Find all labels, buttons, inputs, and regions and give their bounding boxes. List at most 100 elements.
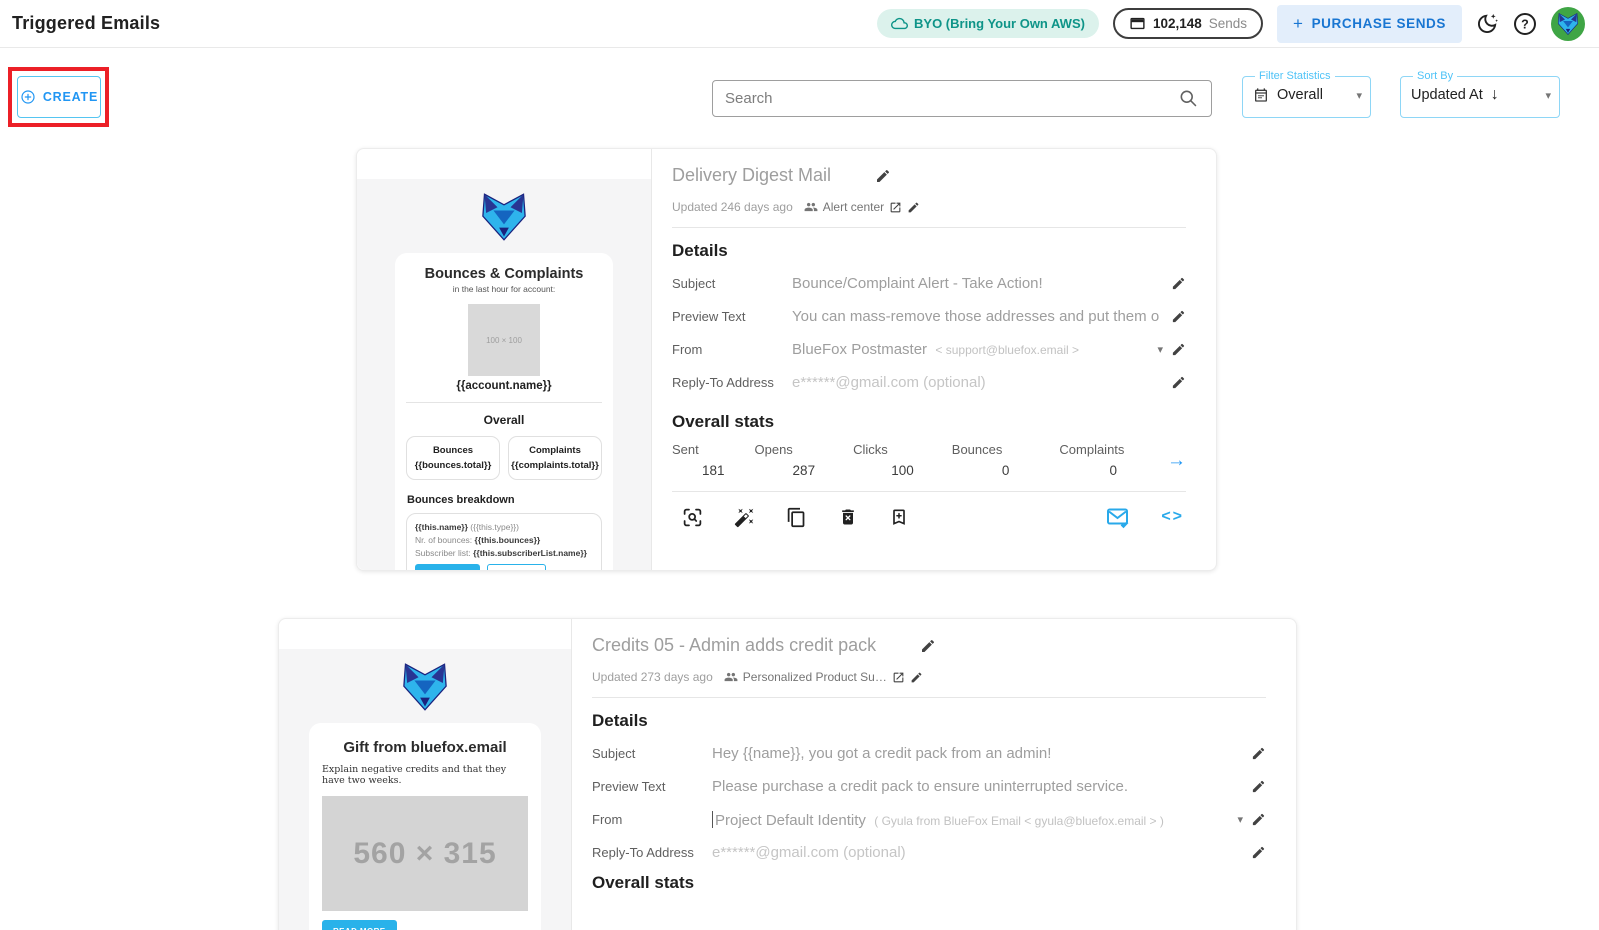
stats-row: Sent 181 Opens 287 Clicks 100 Bounces 0 Comp… bbox=[672, 442, 1186, 478]
byo-badge: BYO (Bring Your Own AWS) bbox=[877, 9, 1099, 38]
purchase-sends-label: PURCHASE SENDS bbox=[1311, 16, 1446, 31]
edit-reply-to-icon[interactable] bbox=[1251, 845, 1266, 860]
open-list-external-icon[interactable] bbox=[889, 201, 902, 214]
edit-reply-to-icon[interactable] bbox=[1171, 375, 1186, 390]
edit-from-icon[interactable] bbox=[1171, 342, 1186, 357]
edit-list-icon[interactable] bbox=[910, 671, 923, 684]
dark-mode-toggle[interactable] bbox=[1476, 12, 1499, 35]
overall-label: Overall bbox=[483, 413, 525, 427]
purchase-sends-button[interactable]: + PURCHASE SENDS bbox=[1277, 4, 1462, 43]
filter-statistics-select[interactable]: Filter Statistics Overall ▾ bbox=[1242, 70, 1371, 118]
preview-text-value: You can mass-remove those addresses and … bbox=[792, 308, 1160, 325]
sort-by-select[interactable]: Sort By Updated At ↓ ▾ bbox=[1400, 70, 1560, 118]
email-subheading: in the last hour for account: bbox=[452, 284, 556, 294]
edit-subject-icon[interactable] bbox=[1171, 276, 1186, 291]
stat-bounces: Bounces 0 bbox=[951, 442, 1010, 478]
from-dropdown-icon[interactable]: ▾ bbox=[1237, 814, 1243, 826]
cloud-icon bbox=[891, 15, 908, 32]
create-button[interactable]: CREATE bbox=[17, 76, 101, 118]
email-preview-pane[interactable]: Gift from bluefox.email Explain negative… bbox=[279, 619, 572, 930]
sort-by-value: Updated At bbox=[1411, 87, 1483, 103]
chevron-down-icon[interactable]: ▾ bbox=[1545, 89, 1551, 102]
edit-title-icon[interactable] bbox=[920, 638, 936, 654]
credit-card-icon bbox=[1129, 15, 1146, 32]
preview-scan-icon[interactable] bbox=[682, 507, 703, 528]
stat-sent: Sent 181 bbox=[672, 442, 725, 478]
from-email: ( Gyula from BlueFox Email < gyula@bluef… bbox=[874, 813, 1164, 828]
open-stats-arrow-icon[interactable]: → bbox=[1167, 449, 1186, 471]
moon-icon bbox=[1476, 12, 1499, 35]
edit-subject-icon[interactable] bbox=[1251, 746, 1266, 761]
search-icon[interactable] bbox=[1178, 88, 1199, 109]
duplicate-icon[interactable] bbox=[786, 507, 807, 528]
app-header: Triggered Emails BYO (Bring Your Own AWS… bbox=[0, 0, 1599, 48]
open-email-button[interactable]: Open Email bbox=[415, 564, 480, 570]
edit-preview-text-icon[interactable] bbox=[1171, 309, 1186, 324]
reply-to-value: e******@gmail.com (optional) bbox=[712, 844, 906, 861]
red-annotation-box bbox=[8, 67, 109, 127]
read-more-button[interactable]: READ MORE bbox=[322, 920, 397, 930]
user-avatar[interactable] bbox=[1551, 6, 1585, 41]
subscriber-list-icon bbox=[724, 670, 738, 684]
reply-to-row: Reply-To Address e******@gmail.com (opti… bbox=[672, 366, 1186, 399]
filter-statistics-value: Overall bbox=[1277, 87, 1323, 103]
email-card-delivery-digest: Bounces & Complaints in the last hour fo… bbox=[356, 148, 1217, 571]
help-button[interactable]: ? bbox=[1513, 12, 1537, 36]
email-subheading: Explain negative credits and that they h… bbox=[322, 764, 507, 786]
email-body-preview: Gift from bluefox.email Explain negative… bbox=[309, 723, 541, 930]
updated-timestamp: Updated 273 days ago bbox=[592, 670, 713, 684]
from-email: < support@bluefox.email > bbox=[935, 343, 1080, 357]
details-heading: Details bbox=[672, 241, 728, 260]
preview-text-row: Preview Text Please purchase a credit pa… bbox=[592, 770, 1266, 803]
email-heading: Bounces & Complaints bbox=[424, 266, 584, 282]
sort-direction-icon[interactable]: ↓ bbox=[1490, 86, 1499, 103]
email-preview-pane[interactable]: Bounces & Complaints in the last hour fo… bbox=[357, 149, 652, 570]
bluefox-logo-icon bbox=[1556, 12, 1580, 36]
preview-text-value: Please purchase a credit pack to ensure … bbox=[712, 778, 1129, 795]
send-test-email-icon[interactable] bbox=[1106, 505, 1130, 529]
overall-stats-heading: Overall stats bbox=[672, 412, 775, 431]
email-title: Delivery Digest Mail bbox=[672, 165, 832, 185]
subscriber-list-icon bbox=[804, 200, 818, 214]
bounce-item: {{this.name}} ({{this.type}}) Nr. of bou… bbox=[406, 513, 602, 570]
sends-count: 102,148 bbox=[1152, 16, 1202, 31]
image-placeholder: 100 × 100 bbox=[468, 304, 540, 376]
email-details-pane: Delivery Digest Mail Updated 246 days ag… bbox=[652, 149, 1216, 570]
open-list-external-icon[interactable] bbox=[892, 671, 905, 684]
delete-icon[interactable] bbox=[838, 507, 858, 527]
from-dropdown-icon[interactable]: ▾ bbox=[1157, 344, 1163, 356]
search-input[interactable] bbox=[725, 90, 1178, 107]
save-template-bookmark-icon[interactable] bbox=[889, 507, 909, 527]
bluefox-logo-icon bbox=[476, 191, 532, 243]
reply-to-value: e******@gmail.com (optional) bbox=[792, 374, 986, 391]
calendar-icon bbox=[1253, 87, 1269, 103]
edit-from-icon[interactable] bbox=[1251, 812, 1266, 827]
email-title: Credits 05 - Admin adds credit pack bbox=[592, 635, 877, 655]
chevron-down-icon[interactable]: ▾ bbox=[1356, 89, 1362, 102]
sends-label: Sends bbox=[1208, 16, 1248, 31]
byo-badge-label: BYO (Bring Your Own AWS) bbox=[914, 16, 1085, 31]
design-wand-icon[interactable] bbox=[734, 507, 755, 528]
subscriber-list-name: Personalized Product Su… bbox=[742, 670, 887, 684]
text-cursor bbox=[712, 810, 713, 828]
email-heading: Gift from bluefox.email bbox=[343, 739, 507, 756]
create-button-label: CREATE bbox=[42, 90, 99, 104]
edit-list-icon[interactable] bbox=[907, 201, 920, 214]
code-icon[interactable]: <> bbox=[1161, 508, 1184, 525]
details-heading: Details bbox=[592, 711, 648, 730]
from-row: From Project Default Identity ( Gyula fr… bbox=[592, 803, 1266, 836]
svg-text:?: ? bbox=[1521, 17, 1529, 31]
edit-preview-text-icon[interactable] bbox=[1251, 779, 1266, 794]
stat-clicks: Clicks 100 bbox=[853, 442, 914, 478]
edit-title-icon[interactable] bbox=[875, 168, 891, 184]
open-list-button[interactable]: Open List bbox=[486, 564, 546, 570]
image-placeholder: 560 × 315 bbox=[322, 796, 528, 911]
updated-timestamp: Updated 246 days ago bbox=[672, 200, 793, 214]
account-name-variable: {{account.name}} bbox=[456, 380, 552, 392]
reply-to-row: Reply-To Address e******@gmail.com (opti… bbox=[592, 836, 1266, 869]
subject-value: Bounce/Complaint Alert - Take Action! bbox=[792, 275, 1043, 292]
sends-counter[interactable]: 102,148 Sends bbox=[1112, 8, 1264, 39]
subject-row: Subject Hey {{name}}, you got a credit p… bbox=[592, 737, 1266, 770]
question-icon: ? bbox=[1514, 12, 1536, 35]
